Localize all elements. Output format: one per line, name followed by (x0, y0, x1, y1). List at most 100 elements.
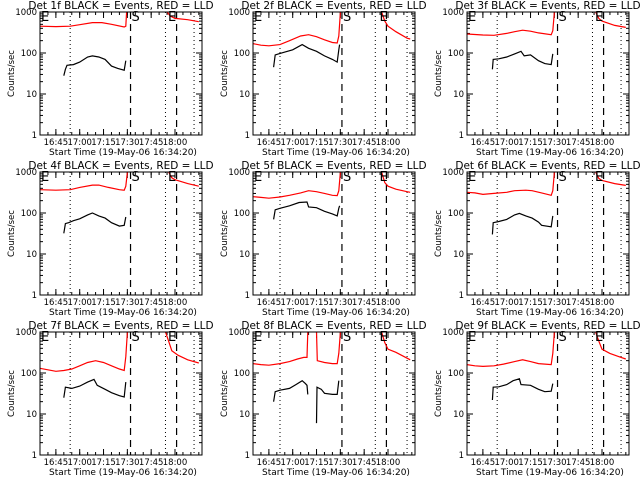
x-tick-label: 16:45 (257, 298, 282, 308)
plot-frame (252, 11, 416, 136)
x-tick-label: 17:45 (352, 298, 377, 308)
x-tick-label: 18:00 (590, 138, 615, 148)
y-axis-label: Counts/sec (434, 370, 444, 417)
x-axis-label: Start Time (19-May-06 16:34:20) (262, 468, 410, 478)
event-marker-label: E (168, 170, 176, 185)
x-tick-label: 17:00 (280, 138, 305, 148)
y-tick-label: 1000 (442, 8, 464, 18)
event-marker-label: S (132, 170, 140, 185)
event-marker-label: E (379, 10, 387, 25)
plot-frame (252, 331, 416, 456)
chart-title: Det 5f BLACK = Events, RED = LLD (241, 160, 426, 172)
lld-series-line (595, 11, 626, 28)
event-marker-label: E (41, 330, 49, 345)
x-tick-label: 17:30 (542, 298, 567, 308)
x-tick-label: 17:30 (115, 138, 140, 148)
y-tick-label: 100 (21, 209, 37, 219)
y-axis-label: Counts/sec (220, 50, 230, 97)
events-series-line (491, 50, 554, 70)
y-tick-label: 10 (239, 250, 250, 260)
lld-series-line (168, 171, 199, 187)
events-series-line (315, 380, 340, 424)
event-marker-label: E (595, 170, 603, 185)
x-tick-label: 17:45 (566, 138, 591, 148)
chart-title: Det 6f BLACK = Events, RED = LLD (455, 160, 640, 172)
event-marker-label: S (132, 10, 140, 25)
lld-series-line (466, 331, 555, 368)
x-tick-label: 16:45 (471, 298, 496, 308)
y-axis-label: Counts/sec (7, 370, 17, 417)
x-tick-label: 16:45 (471, 138, 496, 148)
x-tick-label: 17:30 (115, 298, 140, 308)
chart-panel: Det 2f BLACK = Events, RED = LLD Counts/s… (220, 0, 427, 158)
event-marker-label: S (343, 10, 351, 25)
y-axis-label: Counts/sec (434, 50, 444, 97)
x-tick-label: 17:00 (67, 138, 92, 148)
x-tick-label: 17:15 (91, 458, 116, 468)
y-tick-label: 1 (32, 451, 37, 461)
x-tick-label: 17:00 (280, 298, 305, 308)
plot-frame (39, 331, 203, 456)
x-tick-label: 17:45 (566, 298, 591, 308)
x-tick-label: 17:45 (139, 138, 164, 148)
x-tick-label: 17:15 (518, 138, 543, 148)
y-tick-label: 1000 (15, 328, 37, 338)
events-series-line (273, 43, 341, 68)
event-marker-label: E (379, 170, 387, 185)
y-tick-label: 100 (21, 49, 37, 59)
x-tick-label: 16:45 (44, 138, 69, 148)
x-tick-label: 17:15 (91, 138, 116, 148)
event-marker-label: E (41, 10, 49, 25)
x-tick-label: 17:30 (542, 458, 567, 468)
chart-panel: Det 8f BLACK = Events, RED = LLD Counts/s… (220, 320, 427, 478)
y-tick-label: 10 (26, 90, 37, 100)
y-tick-label: 1000 (15, 168, 37, 178)
event-marker-label: E (595, 10, 603, 25)
x-tick-label: 17:45 (352, 458, 377, 468)
chart-panel: Det 5f BLACK = Events, RED = LLD Counts/s… (220, 160, 427, 318)
x-tick-label: 17:00 (67, 298, 92, 308)
y-axis-label: Counts/sec (220, 210, 230, 257)
x-tick-label: 17:30 (328, 298, 353, 308)
plot-frame (466, 11, 630, 136)
event-marker-label: E (168, 330, 176, 345)
y-tick-label: 100 (234, 49, 250, 59)
chart-title: Det 3f BLACK = Events, RED = LLD (455, 0, 640, 12)
x-tick-label: 17:30 (328, 138, 353, 148)
x-tick-label: 17:15 (518, 298, 543, 308)
chart-panel: Det 4f BLACK = Events, RED = LLD Counts/s… (7, 160, 214, 318)
chart-title: Det 8f BLACK = Events, RED = LLD (241, 320, 426, 332)
y-tick-label: 1000 (442, 168, 464, 178)
x-tick-label: 18:00 (376, 298, 401, 308)
event-marker-label: E (595, 330, 603, 345)
y-tick-label: 1 (245, 131, 250, 141)
event-marker-label: S (559, 170, 567, 185)
x-tick-label: 17:15 (304, 298, 329, 308)
x-tick-label: 17:15 (304, 138, 329, 148)
events-series-line (491, 378, 554, 401)
events-series-line (63, 55, 127, 76)
y-tick-label: 1 (459, 451, 464, 461)
event-marker-label: E (168, 10, 176, 25)
x-tick-label: 17:45 (566, 458, 591, 468)
x-tick-label: 18:00 (163, 138, 188, 148)
x-axis-label: Start Time (19-May-06 16:34:20) (476, 308, 624, 318)
x-tick-label: 17:00 (494, 298, 519, 308)
x-tick-label: 18:00 (376, 138, 401, 148)
x-tick-label: 18:00 (163, 298, 188, 308)
plot-frame (252, 171, 416, 296)
lld-series-line (39, 331, 128, 372)
y-tick-label: 10 (26, 250, 37, 260)
y-tick-label: 1000 (442, 328, 464, 338)
events-series-line (63, 378, 127, 398)
events-series-line (63, 212, 127, 234)
x-tick-label: 16:45 (257, 458, 282, 468)
event-marker-label: E (379, 330, 387, 345)
y-tick-label: 100 (448, 49, 464, 59)
y-tick-label: 1 (32, 291, 37, 301)
y-tick-label: 10 (453, 410, 464, 420)
plot-frame (39, 11, 203, 136)
plot-frame (466, 331, 630, 456)
y-tick-label: 1000 (15, 8, 37, 18)
